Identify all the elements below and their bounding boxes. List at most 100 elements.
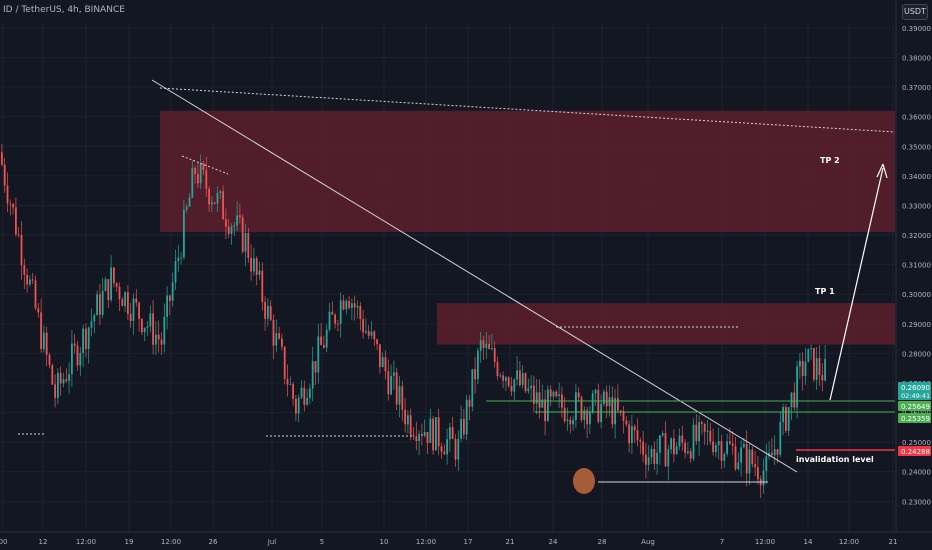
price-tick-label: 0.28000 xyxy=(902,350,931,358)
candle-body xyxy=(348,300,350,308)
candle-body xyxy=(611,397,614,425)
price-badge-value: 0.26090 xyxy=(901,384,930,392)
price-tick-label: 0.38000 xyxy=(902,55,931,63)
candle-body xyxy=(62,379,65,384)
candle-body xyxy=(771,452,773,456)
candle-body xyxy=(141,318,143,333)
candle-body xyxy=(342,300,345,310)
candle-body xyxy=(17,234,20,236)
symbol-title: ID / TetherUS, 4h, BINANCE xyxy=(3,5,125,15)
candle-body xyxy=(675,446,678,455)
time-axis-panel[interactable] xyxy=(0,532,932,550)
candle-body xyxy=(107,279,110,301)
candle-body xyxy=(337,323,339,325)
candle-body xyxy=(143,327,146,333)
candle-body xyxy=(496,362,499,377)
price-badge-value: 0.25649 xyxy=(901,403,930,411)
trendline-descending xyxy=(151,79,798,473)
candle-body xyxy=(594,389,597,394)
candle-body xyxy=(477,350,479,380)
projection-arrow-line xyxy=(829,167,884,401)
candle-body xyxy=(412,434,415,437)
candle-body xyxy=(757,467,759,480)
candle-body xyxy=(236,215,238,226)
candle-body xyxy=(513,379,516,392)
candle-body xyxy=(790,392,793,408)
projection-arrowhead xyxy=(876,163,888,179)
candle-body xyxy=(421,434,423,436)
candle-body xyxy=(782,407,784,422)
candle-body xyxy=(225,219,227,227)
candle-body xyxy=(339,300,342,324)
candle-body xyxy=(488,343,490,349)
candle-body xyxy=(23,265,26,275)
zone-label: TP 2 xyxy=(820,156,840,165)
price-tick-label: 0.29000 xyxy=(902,321,931,329)
candle-body xyxy=(807,348,810,362)
candle-body xyxy=(183,209,185,258)
candle-body xyxy=(132,298,135,322)
candle-body xyxy=(737,462,740,469)
candle-body xyxy=(687,451,689,453)
candle-body xyxy=(239,215,241,218)
candle-body xyxy=(740,447,742,463)
candle-body xyxy=(580,397,583,421)
candle-body xyxy=(673,438,675,455)
candle-body xyxy=(205,170,208,189)
time-tick-label: Aug xyxy=(641,538,655,546)
candle-body xyxy=(451,427,454,439)
candle-body xyxy=(191,167,194,198)
candle-body xyxy=(219,191,222,193)
candle-body xyxy=(286,378,289,385)
candle-body xyxy=(743,444,745,448)
candle-body xyxy=(309,388,311,398)
candle-body xyxy=(404,409,406,425)
candle-body xyxy=(292,384,294,399)
candle-body xyxy=(163,317,166,345)
candle-body xyxy=(762,470,765,486)
candle-body xyxy=(71,343,73,375)
time-tick-label: 26 xyxy=(209,538,218,546)
candle-body xyxy=(821,375,824,381)
time-tick-label: 12 xyxy=(39,538,48,546)
candle-body xyxy=(457,438,460,460)
candle-body xyxy=(415,436,418,442)
candle-body xyxy=(631,426,633,444)
candle-body xyxy=(583,410,586,421)
candle-body xyxy=(614,398,616,425)
dotted-line xyxy=(181,155,229,175)
candle-body xyxy=(40,312,42,350)
candle-body xyxy=(460,418,462,439)
candle-body xyxy=(51,365,54,385)
candle-body xyxy=(499,375,502,377)
price-axis-panel[interactable] xyxy=(896,0,932,532)
time-tick-label: 12:00 xyxy=(839,538,859,546)
price-badge xyxy=(898,446,931,456)
candle-body xyxy=(502,375,504,381)
candle-body xyxy=(633,426,636,431)
candle-body xyxy=(48,354,51,366)
candle-body xyxy=(745,444,748,474)
currency-button[interactable]: USDT xyxy=(902,4,928,20)
candle-body xyxy=(701,422,703,424)
candle-body xyxy=(519,370,521,386)
candle-body xyxy=(34,280,37,309)
candle-body xyxy=(115,283,118,287)
invalidation-label: invalidation level xyxy=(796,455,874,464)
candle-body xyxy=(76,345,79,366)
candle-body xyxy=(776,449,779,455)
time-axis[interactable]: 00 12 12:00 19 12:00 26 Jul 5 10 12:00 17 21 24 28 Aug… xyxy=(0,538,897,546)
candle-body xyxy=(597,389,600,422)
candle-body xyxy=(384,357,387,372)
candle-body xyxy=(437,417,440,447)
candle-body xyxy=(734,445,737,469)
candle-body xyxy=(258,270,261,275)
candle-body xyxy=(468,399,471,407)
candle-body xyxy=(121,299,124,307)
candle-body xyxy=(345,300,348,310)
target-zone xyxy=(437,303,895,345)
candle-body xyxy=(96,294,98,316)
candle-body xyxy=(813,347,815,380)
candle-body xyxy=(751,449,754,465)
